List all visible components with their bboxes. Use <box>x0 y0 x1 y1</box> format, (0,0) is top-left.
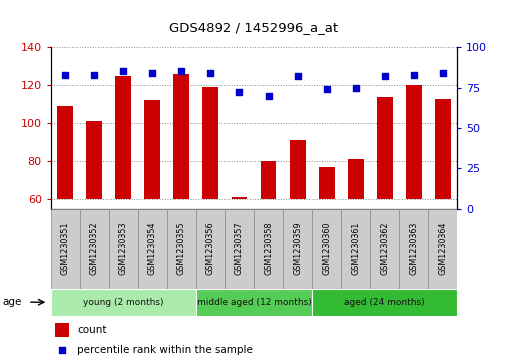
Bar <box>435 98 451 199</box>
Bar <box>261 161 276 199</box>
Point <box>438 70 447 76</box>
Bar <box>86 121 102 199</box>
Bar <box>144 101 161 199</box>
Text: count: count <box>77 325 107 335</box>
Point <box>235 90 243 95</box>
Bar <box>55 323 69 337</box>
FancyBboxPatch shape <box>138 209 167 289</box>
FancyBboxPatch shape <box>341 209 370 289</box>
Text: GSM1230364: GSM1230364 <box>438 222 447 276</box>
FancyBboxPatch shape <box>167 209 196 289</box>
Point <box>206 70 214 76</box>
Point <box>352 85 360 90</box>
FancyBboxPatch shape <box>283 209 312 289</box>
Text: GSM1230357: GSM1230357 <box>235 222 244 276</box>
FancyBboxPatch shape <box>196 209 225 289</box>
Bar <box>115 76 132 199</box>
Point <box>265 93 273 98</box>
Bar <box>376 97 393 199</box>
Bar <box>347 159 364 199</box>
Bar <box>173 74 189 199</box>
Point <box>61 72 70 78</box>
Text: GSM1230353: GSM1230353 <box>119 222 128 276</box>
Text: young (2 months): young (2 months) <box>83 298 164 307</box>
Bar <box>232 197 247 199</box>
Bar <box>290 140 305 199</box>
Point <box>409 72 418 78</box>
Text: GSM1230358: GSM1230358 <box>264 222 273 276</box>
Point <box>148 70 156 76</box>
Point <box>119 69 128 74</box>
Text: GSM1230359: GSM1230359 <box>293 222 302 276</box>
Bar <box>57 106 73 199</box>
Point <box>58 347 66 353</box>
Text: GSM1230363: GSM1230363 <box>409 222 418 276</box>
FancyBboxPatch shape <box>254 209 283 289</box>
FancyBboxPatch shape <box>51 209 80 289</box>
Bar <box>196 289 312 316</box>
Text: age: age <box>3 297 22 307</box>
Text: GSM1230356: GSM1230356 <box>206 222 215 276</box>
FancyBboxPatch shape <box>312 209 341 289</box>
Text: aged (24 months): aged (24 months) <box>344 298 425 307</box>
Text: GSM1230355: GSM1230355 <box>177 222 186 276</box>
Bar <box>312 289 457 316</box>
Bar <box>406 85 422 199</box>
Text: GDS4892 / 1452996_a_at: GDS4892 / 1452996_a_at <box>170 21 338 34</box>
Bar <box>203 87 218 199</box>
Point <box>90 72 99 78</box>
FancyBboxPatch shape <box>399 209 428 289</box>
Point <box>294 73 302 79</box>
Point <box>380 73 389 79</box>
FancyBboxPatch shape <box>80 209 109 289</box>
Text: GSM1230360: GSM1230360 <box>322 222 331 276</box>
Text: percentile rank within the sample: percentile rank within the sample <box>77 345 253 355</box>
FancyBboxPatch shape <box>370 209 399 289</box>
Point <box>177 69 185 74</box>
Bar <box>51 289 196 316</box>
Text: middle aged (12 months): middle aged (12 months) <box>197 298 311 307</box>
Text: GSM1230354: GSM1230354 <box>148 222 157 276</box>
Text: GSM1230362: GSM1230362 <box>380 222 389 276</box>
Text: GSM1230351: GSM1230351 <box>61 222 70 276</box>
FancyBboxPatch shape <box>428 209 457 289</box>
Point <box>323 86 331 92</box>
FancyBboxPatch shape <box>225 209 254 289</box>
FancyBboxPatch shape <box>109 209 138 289</box>
Text: GSM1230361: GSM1230361 <box>351 222 360 276</box>
Text: GSM1230352: GSM1230352 <box>90 222 99 276</box>
Bar <box>319 167 335 199</box>
